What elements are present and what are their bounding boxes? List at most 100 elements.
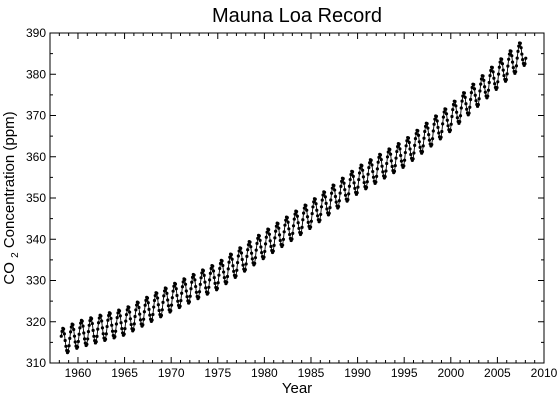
data-point (489, 68, 493, 73)
data-point (517, 44, 521, 48)
data-point (253, 256, 258, 260)
data-point (501, 68, 505, 72)
data-point (142, 317, 146, 321)
data-point (166, 298, 170, 302)
data-point (444, 112, 449, 116)
data-point (319, 212, 323, 217)
data-point (171, 289, 175, 293)
data-point (265, 230, 269, 234)
data-point (225, 280, 229, 284)
data-point (398, 147, 402, 151)
data-point (63, 338, 67, 343)
data-point (476, 103, 480, 107)
data-point (96, 321, 101, 325)
data-point (231, 264, 235, 268)
data-point (103, 337, 108, 341)
y-tick-label: 330 (26, 274, 46, 288)
data-point (291, 224, 296, 228)
data-point (308, 225, 313, 229)
data-point (321, 193, 325, 197)
data-point (62, 332, 66, 336)
x-tick-label: 1990 (344, 366, 371, 380)
data-point (482, 85, 487, 89)
data-point (257, 234, 261, 238)
data-point (462, 91, 466, 95)
data-point (183, 277, 187, 282)
data-point (453, 99, 457, 104)
data-point (358, 166, 362, 170)
data-point (371, 169, 375, 174)
data-point (250, 257, 254, 261)
data-point (152, 305, 156, 309)
data-point (120, 327, 124, 331)
data-point (138, 318, 143, 322)
data-point (179, 299, 183, 303)
data-point (402, 158, 407, 162)
data-point (110, 329, 115, 333)
data-point (146, 301, 150, 305)
data-point (427, 138, 432, 142)
data-point (420, 150, 425, 154)
data-point (189, 287, 193, 291)
data-point (259, 245, 263, 249)
data-point (478, 89, 482, 93)
data-point (293, 212, 297, 216)
data-point (76, 339, 80, 344)
data-point (180, 285, 185, 289)
x-tick-label: 1980 (251, 366, 278, 380)
data-point (125, 308, 129, 312)
x-tick-label: 1995 (391, 366, 418, 380)
data-point (192, 273, 196, 277)
data-point (161, 300, 165, 304)
data-point (500, 57, 504, 61)
data-point (357, 177, 361, 182)
data-point (243, 268, 247, 272)
data-point (176, 299, 180, 303)
data-point (123, 327, 127, 331)
data-point (276, 222, 280, 226)
y-axis-label: CO 2 Concentration (ppm) (1, 111, 22, 284)
data-point (173, 282, 178, 286)
data-point (95, 334, 99, 338)
data-point (394, 156, 398, 160)
data-point (272, 243, 276, 247)
data-point (365, 180, 369, 184)
data-point (277, 226, 281, 230)
data-point (514, 64, 519, 68)
data-point (90, 321, 94, 326)
data-point (180, 291, 184, 295)
y-tick-label: 370 (26, 109, 46, 123)
data-point (291, 231, 295, 235)
data-point (175, 293, 179, 298)
data-point (390, 164, 394, 169)
data-point (461, 94, 465, 98)
y-tick-label: 310 (26, 356, 46, 370)
data-point (203, 280, 207, 284)
data-point (338, 191, 342, 195)
data-point (295, 214, 299, 218)
data-point (436, 125, 440, 130)
data-point (202, 273, 206, 277)
y-axis-label-subscript: 2 (10, 252, 21, 258)
data-point (413, 143, 417, 147)
data-point (302, 206, 306, 210)
data-point (255, 241, 259, 246)
plot-area-frame (49, 32, 545, 364)
data-point (108, 311, 112, 316)
data-point (352, 181, 356, 185)
data-point (229, 253, 233, 257)
data-point (483, 90, 487, 94)
data-point (296, 221, 300, 225)
data-point (128, 310, 132, 314)
data-point (282, 230, 286, 234)
data-point (416, 133, 421, 137)
data-point (342, 181, 346, 185)
data-point (82, 331, 86, 335)
data-point (141, 323, 145, 327)
data-point (256, 236, 260, 241)
data-point (495, 86, 499, 90)
data-point (467, 111, 471, 115)
data-point (151, 312, 155, 317)
x-tick-label: 1965 (111, 366, 138, 380)
